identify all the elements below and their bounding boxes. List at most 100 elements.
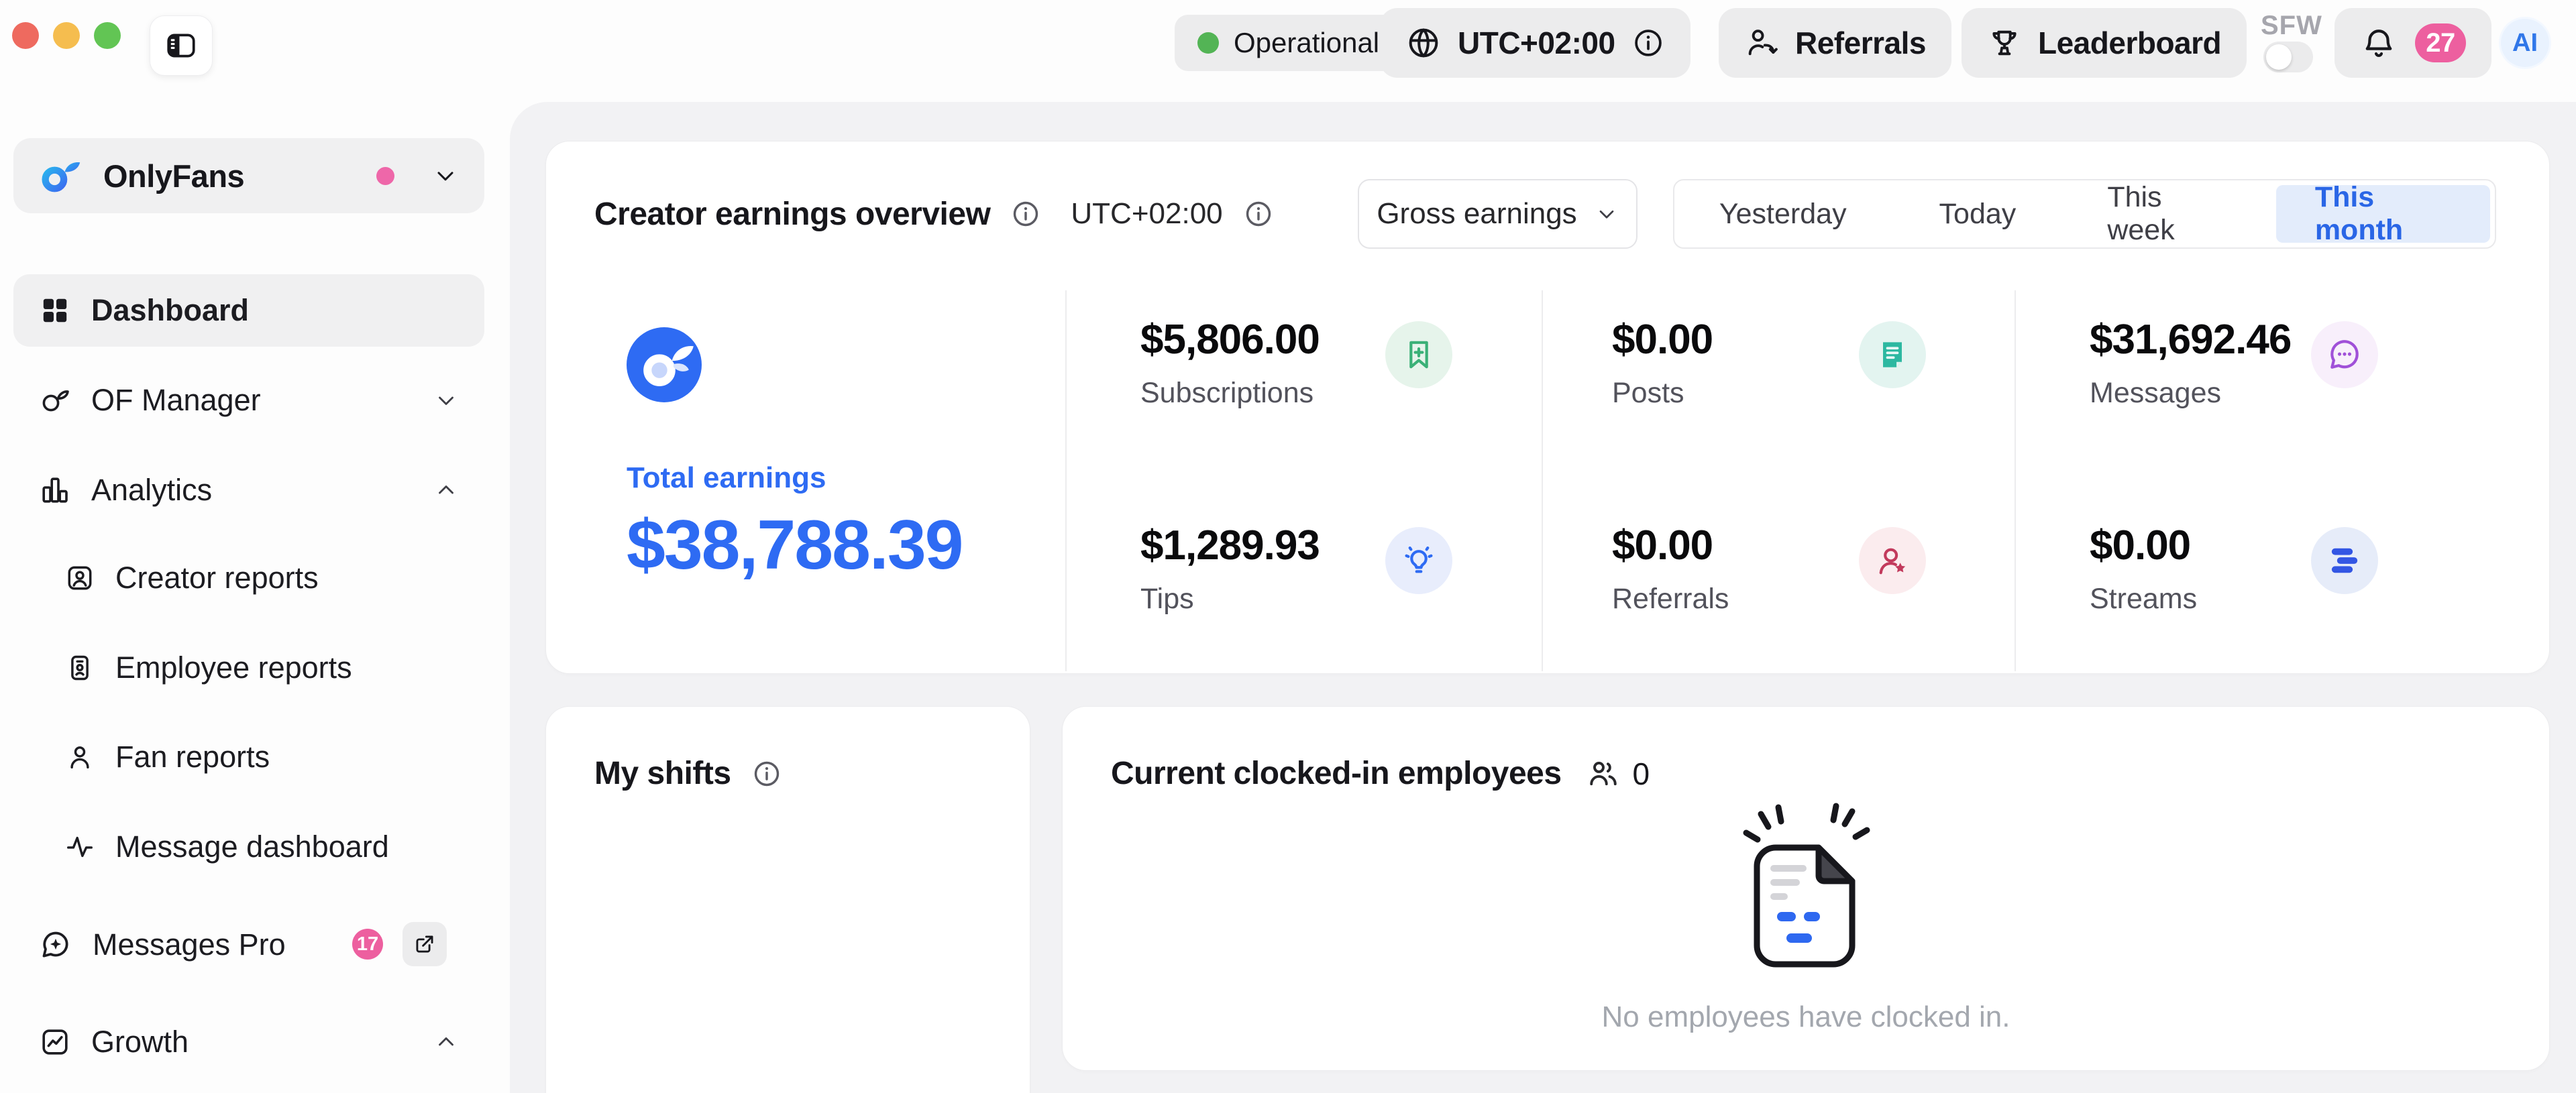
metric-label: Subscriptions xyxy=(1140,377,1314,409)
open-external-button[interactable] xyxy=(402,922,447,966)
window-controls xyxy=(12,22,121,49)
timezone-button[interactable]: UTC+02:00 xyxy=(1380,8,1690,78)
sidebar-item-of-manager[interactable]: OF Manager xyxy=(13,365,484,436)
tab-this-week[interactable]: This week xyxy=(2107,181,2175,246)
referrals-label: Referrals xyxy=(1795,25,1926,60)
notification-count-badge: 27 xyxy=(2415,23,2466,62)
sidebar-item-analytics[interactable]: Analytics xyxy=(13,455,484,526)
tab-yesterday[interactable]: Yesterday xyxy=(1719,197,1847,230)
metric-value: $31,692.46 xyxy=(2090,317,2292,363)
sidebar-item-label: Messages Pro xyxy=(93,927,286,962)
info-icon[interactable] xyxy=(1243,198,1274,229)
sidebar-item-creator-reports[interactable]: Creator reports xyxy=(13,544,484,612)
workspace-name: OnlyFans xyxy=(103,158,245,194)
sfw-toggle[interactable] xyxy=(2263,42,2313,72)
chevron-down-icon xyxy=(432,162,459,189)
leaderboard-button[interactable]: Leaderboard xyxy=(1962,8,2247,78)
sidebar-item-label: Analytics xyxy=(91,473,213,507)
clocked-in-title: Current clocked-in employees xyxy=(1111,756,1562,791)
sidebar-item-label: OF Manager xyxy=(91,383,261,417)
of-manager-icon xyxy=(39,384,71,416)
messages-pro-count-badge: 17 xyxy=(352,929,383,960)
analytics-bars-icon xyxy=(39,474,71,506)
activity-pulse-icon xyxy=(64,831,95,862)
referrals-button[interactable]: Referrals xyxy=(1719,8,1951,78)
trophy-icon xyxy=(1987,25,2022,60)
close-window-button[interactable] xyxy=(12,22,39,49)
tab-today[interactable]: Today xyxy=(1939,197,2017,230)
my-shifts-card: My shifts xyxy=(545,706,1030,1093)
lightbulb-icon xyxy=(1385,527,1452,594)
metric-label: Posts xyxy=(1612,377,1684,409)
date-range-tabs: Yesterday Today This week This month xyxy=(1673,179,2496,249)
metric-label: Tips xyxy=(1140,583,1194,615)
zoom-window-button[interactable] xyxy=(94,22,121,49)
divider xyxy=(1542,290,1543,671)
growth-chart-icon xyxy=(39,1026,71,1058)
divider xyxy=(1065,290,1067,671)
chat-sparkle-icon xyxy=(39,928,72,962)
sidebar-item-label: Dashboard xyxy=(91,293,250,327)
avatar-initials: AI xyxy=(2512,28,2538,57)
clocked-in-count: 0 xyxy=(1632,756,1650,791)
sidebar-item-label: Employee reports xyxy=(115,650,352,685)
total-earnings-value: $38,788.39 xyxy=(627,506,964,584)
streams-bars-icon xyxy=(2311,527,2378,594)
status-badge: Operational xyxy=(1175,15,1403,71)
sidebar-item-label: Growth xyxy=(91,1025,189,1059)
empty-state-document-illustration xyxy=(1729,787,1883,988)
metric-referrals: $0.00 Referrals xyxy=(1612,522,2028,616)
dashboard-grid-icon xyxy=(39,294,71,327)
workspace-selector[interactable]: OnlyFans xyxy=(13,138,484,213)
toggle-knob xyxy=(2266,44,2292,70)
timezone-label: UTC+02:00 xyxy=(1458,25,1615,60)
sidebar-toggle-button[interactable] xyxy=(150,15,213,76)
employee-reports-icon xyxy=(64,652,95,683)
main-content: Creator earnings overview UTC+02:00 Gros… xyxy=(510,102,2576,1093)
chat-ellipsis-icon xyxy=(2311,321,2378,388)
chevron-down-icon xyxy=(1595,202,1619,226)
timezone-value: UTC+02:00 xyxy=(1071,197,1223,230)
chevron-down-icon xyxy=(433,388,459,413)
person-star-icon xyxy=(1859,527,1926,594)
info-icon[interactable] xyxy=(1631,26,1665,60)
sidebar-item-employee-reports[interactable]: Employee reports xyxy=(13,634,484,702)
sidebar-item-messages-pro[interactable]: Messages Pro 17 xyxy=(13,908,484,982)
metric-value: $0.00 xyxy=(1612,317,1713,363)
sidebar-item-label: Message dashboard xyxy=(115,829,389,864)
sidebar-item-message-dashboard[interactable]: Message dashboard xyxy=(13,813,484,881)
metric-subscriptions: $5,806.00 Subscriptions xyxy=(1140,316,1556,410)
notifications-button[interactable]: 27 xyxy=(2334,8,2491,78)
user-avatar[interactable]: AI xyxy=(2501,19,2549,67)
referrals-icon xyxy=(1744,25,1779,60)
chevron-up-icon xyxy=(433,1029,459,1055)
earnings-type-dropdown[interactable]: Gross earnings xyxy=(1358,179,1638,249)
sidebar-item-growth[interactable]: Growth xyxy=(13,1006,484,1078)
earnings-overview-title: Creator earnings overview xyxy=(594,196,991,232)
sidebar-item-dashboard[interactable]: Dashboard xyxy=(13,274,484,347)
sidebar: OnlyFans Dashboard OF Manager xyxy=(13,0,484,1093)
minimize-window-button[interactable] xyxy=(53,22,80,49)
onlyfans-logo-icon xyxy=(39,154,83,198)
metric-posts: $0.00 Posts xyxy=(1612,316,2028,410)
metric-label: Messages xyxy=(2090,377,2221,409)
sidebar-item-label: Creator reports xyxy=(115,561,319,595)
metric-value: $0.00 xyxy=(1612,522,1713,569)
people-icon xyxy=(1586,756,1621,791)
earnings-overview-card: Creator earnings overview UTC+02:00 Gros… xyxy=(545,141,2550,674)
bell-icon xyxy=(2360,24,2398,62)
metric-streams: $0.00 Streams xyxy=(2090,522,2506,616)
metric-label: Streams xyxy=(2090,583,2198,615)
metric-label: Referrals xyxy=(1612,583,1729,615)
tab-this-month[interactable]: This month xyxy=(2275,181,2490,246)
metric-value: $0.00 xyxy=(2090,522,2191,569)
earnings-type-value: Gross earnings xyxy=(1377,197,1577,230)
status-label: Operational xyxy=(1234,27,1380,58)
divider xyxy=(2015,290,2016,671)
sidebar-item-fan-reports[interactable]: Fan reports xyxy=(13,723,484,791)
empty-state-message: No employees have clocked in. xyxy=(1601,1000,2010,1033)
workspace-status-dot xyxy=(376,166,394,185)
info-icon[interactable] xyxy=(1010,198,1041,229)
info-icon[interactable] xyxy=(751,758,782,789)
bookmark-plus-icon xyxy=(1385,321,1452,388)
